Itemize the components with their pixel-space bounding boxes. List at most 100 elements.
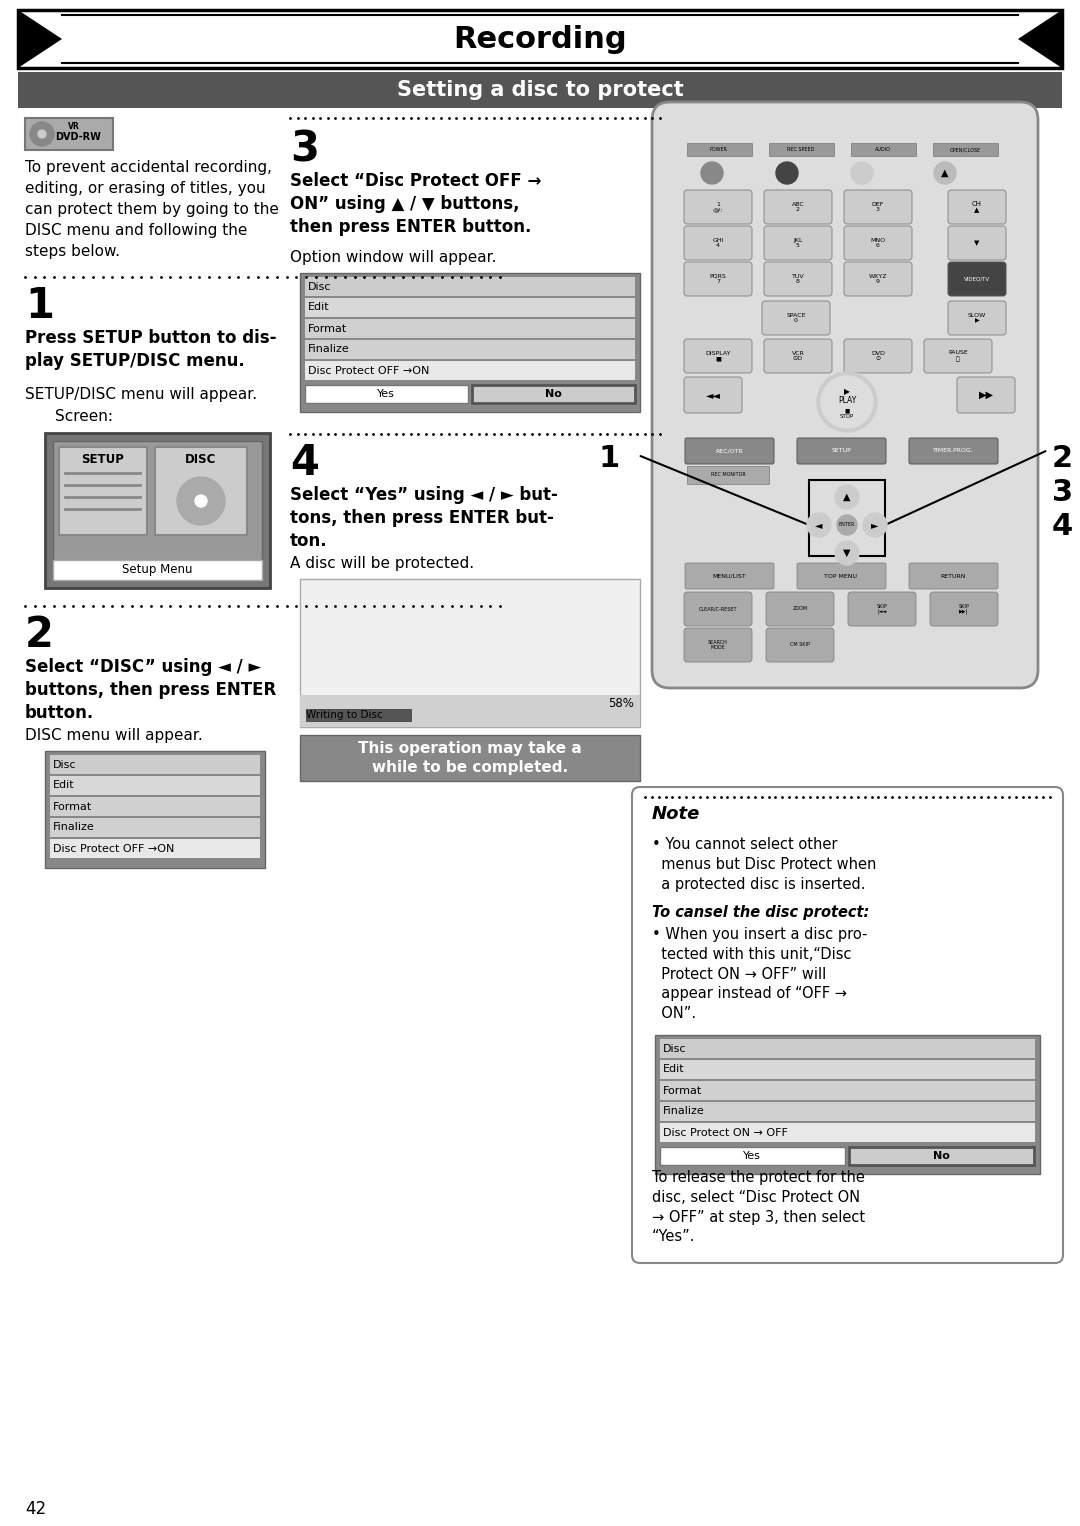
FancyBboxPatch shape [305,362,635,380]
FancyBboxPatch shape [957,377,1015,414]
Text: Format: Format [53,801,92,812]
FancyBboxPatch shape [933,143,998,156]
Circle shape [177,478,225,525]
FancyBboxPatch shape [50,797,260,816]
FancyBboxPatch shape [300,273,640,412]
Text: DEF
3: DEF 3 [872,201,885,212]
FancyBboxPatch shape [843,262,912,296]
Text: AUDIO: AUDIO [875,146,891,153]
Text: CH
▲: CH ▲ [972,200,982,214]
Text: TUV
8: TUV 8 [792,273,805,284]
Text: DISPLAY
■: DISPLAY ■ [705,351,731,362]
Text: Disc: Disc [308,281,332,291]
FancyBboxPatch shape [53,441,262,565]
Text: SETUP/DISC menu will appear.: SETUP/DISC menu will appear. [25,388,257,401]
Text: SETUP: SETUP [82,453,124,465]
Text: MENU/LIST: MENU/LIST [712,574,746,578]
FancyBboxPatch shape [764,191,832,224]
Text: ▼: ▼ [843,548,851,559]
FancyBboxPatch shape [652,102,1038,688]
FancyBboxPatch shape [684,592,752,626]
Text: CM SKIP: CM SKIP [791,642,810,647]
FancyBboxPatch shape [50,777,260,795]
Circle shape [38,130,46,137]
FancyBboxPatch shape [687,143,752,156]
FancyBboxPatch shape [684,262,752,296]
FancyBboxPatch shape [660,1039,1035,1058]
Text: PQRS
7: PQRS 7 [710,273,727,284]
Text: SETUP: SETUP [832,449,851,453]
FancyBboxPatch shape [305,278,635,296]
Text: SKIP
|◄◄: SKIP |◄◄ [877,604,888,615]
Text: ▲: ▲ [843,491,851,502]
FancyBboxPatch shape [909,563,998,589]
FancyBboxPatch shape [684,191,752,224]
Text: steps below.: steps below. [25,244,120,259]
FancyBboxPatch shape [843,226,912,259]
FancyBboxPatch shape [684,339,752,372]
FancyBboxPatch shape [660,1148,845,1164]
Text: Press SETUP button to dis-
play SETUP/DISC menu.: Press SETUP button to dis- play SETUP/DI… [25,330,276,369]
FancyBboxPatch shape [660,1102,1035,1122]
FancyBboxPatch shape [300,694,640,726]
Circle shape [934,162,956,185]
Circle shape [837,514,858,536]
Text: REC/OTR: REC/OTR [715,449,743,453]
Text: 3: 3 [1052,478,1074,507]
Text: Finalize: Finalize [663,1106,705,1117]
FancyBboxPatch shape [766,592,834,626]
Text: To prevent accidental recording,: To prevent accidental recording, [25,160,272,175]
Text: Setup Menu: Setup Menu [122,563,192,577]
Text: ABC
2: ABC 2 [792,201,805,212]
Polygon shape [18,11,62,69]
Text: A disc will be protected.: A disc will be protected. [291,555,474,571]
Polygon shape [1018,11,1062,69]
Text: JKL
5: JKL 5 [793,238,802,249]
FancyBboxPatch shape [25,118,113,150]
Text: This operation may take a
while to be completed.: This operation may take a while to be co… [359,742,582,775]
Circle shape [30,122,54,146]
FancyBboxPatch shape [684,377,742,414]
FancyBboxPatch shape [300,736,640,781]
Circle shape [807,513,831,537]
Circle shape [821,375,873,427]
Text: No: No [544,389,562,398]
Text: ▶
PLAY: ▶ PLAY [838,386,856,406]
FancyBboxPatch shape [848,592,916,626]
Text: 1: 1 [598,444,620,473]
Text: can protect them by going to the: can protect them by going to the [25,201,279,217]
FancyBboxPatch shape [766,629,834,662]
Circle shape [835,485,859,510]
Text: Finalize: Finalize [53,823,95,833]
Text: MNO
6: MNO 6 [870,238,886,249]
Text: ►: ► [872,520,879,530]
FancyBboxPatch shape [948,191,1005,224]
Text: ▲: ▲ [942,168,948,179]
Text: ■
STOP: ■ STOP [840,409,854,420]
FancyBboxPatch shape [685,438,774,464]
Text: Disc Protect OFF →ON: Disc Protect OFF →ON [308,366,430,375]
Circle shape [701,162,723,185]
Text: ▼: ▼ [974,240,980,246]
Text: Finalize: Finalize [308,345,350,354]
FancyBboxPatch shape [764,339,832,372]
Text: ENTER: ENTER [839,522,855,528]
Text: DVD
⊙: DVD ⊙ [872,351,885,362]
FancyBboxPatch shape [660,1080,1035,1100]
Text: Select “DISC” using ◄ / ►
buttons, then press ENTER
button.: Select “DISC” using ◄ / ► buttons, then … [25,658,276,722]
Circle shape [777,162,798,185]
FancyBboxPatch shape [300,578,640,726]
FancyBboxPatch shape [18,72,1062,108]
FancyBboxPatch shape [632,787,1063,1264]
Text: TIMER.PROG.: TIMER.PROG. [933,449,973,453]
FancyBboxPatch shape [762,301,831,336]
Text: Format: Format [663,1085,702,1096]
FancyBboxPatch shape [797,563,886,589]
Text: VR: VR [68,122,80,131]
Text: PAUSE
⏸: PAUSE ⏸ [948,351,968,362]
FancyBboxPatch shape [50,839,260,858]
Text: Setting a disc to protect: Setting a disc to protect [396,79,684,101]
Text: ▶▶: ▶▶ [978,391,994,400]
Text: Yes: Yes [377,389,395,398]
Text: SPACE
0: SPACE 0 [786,313,806,324]
